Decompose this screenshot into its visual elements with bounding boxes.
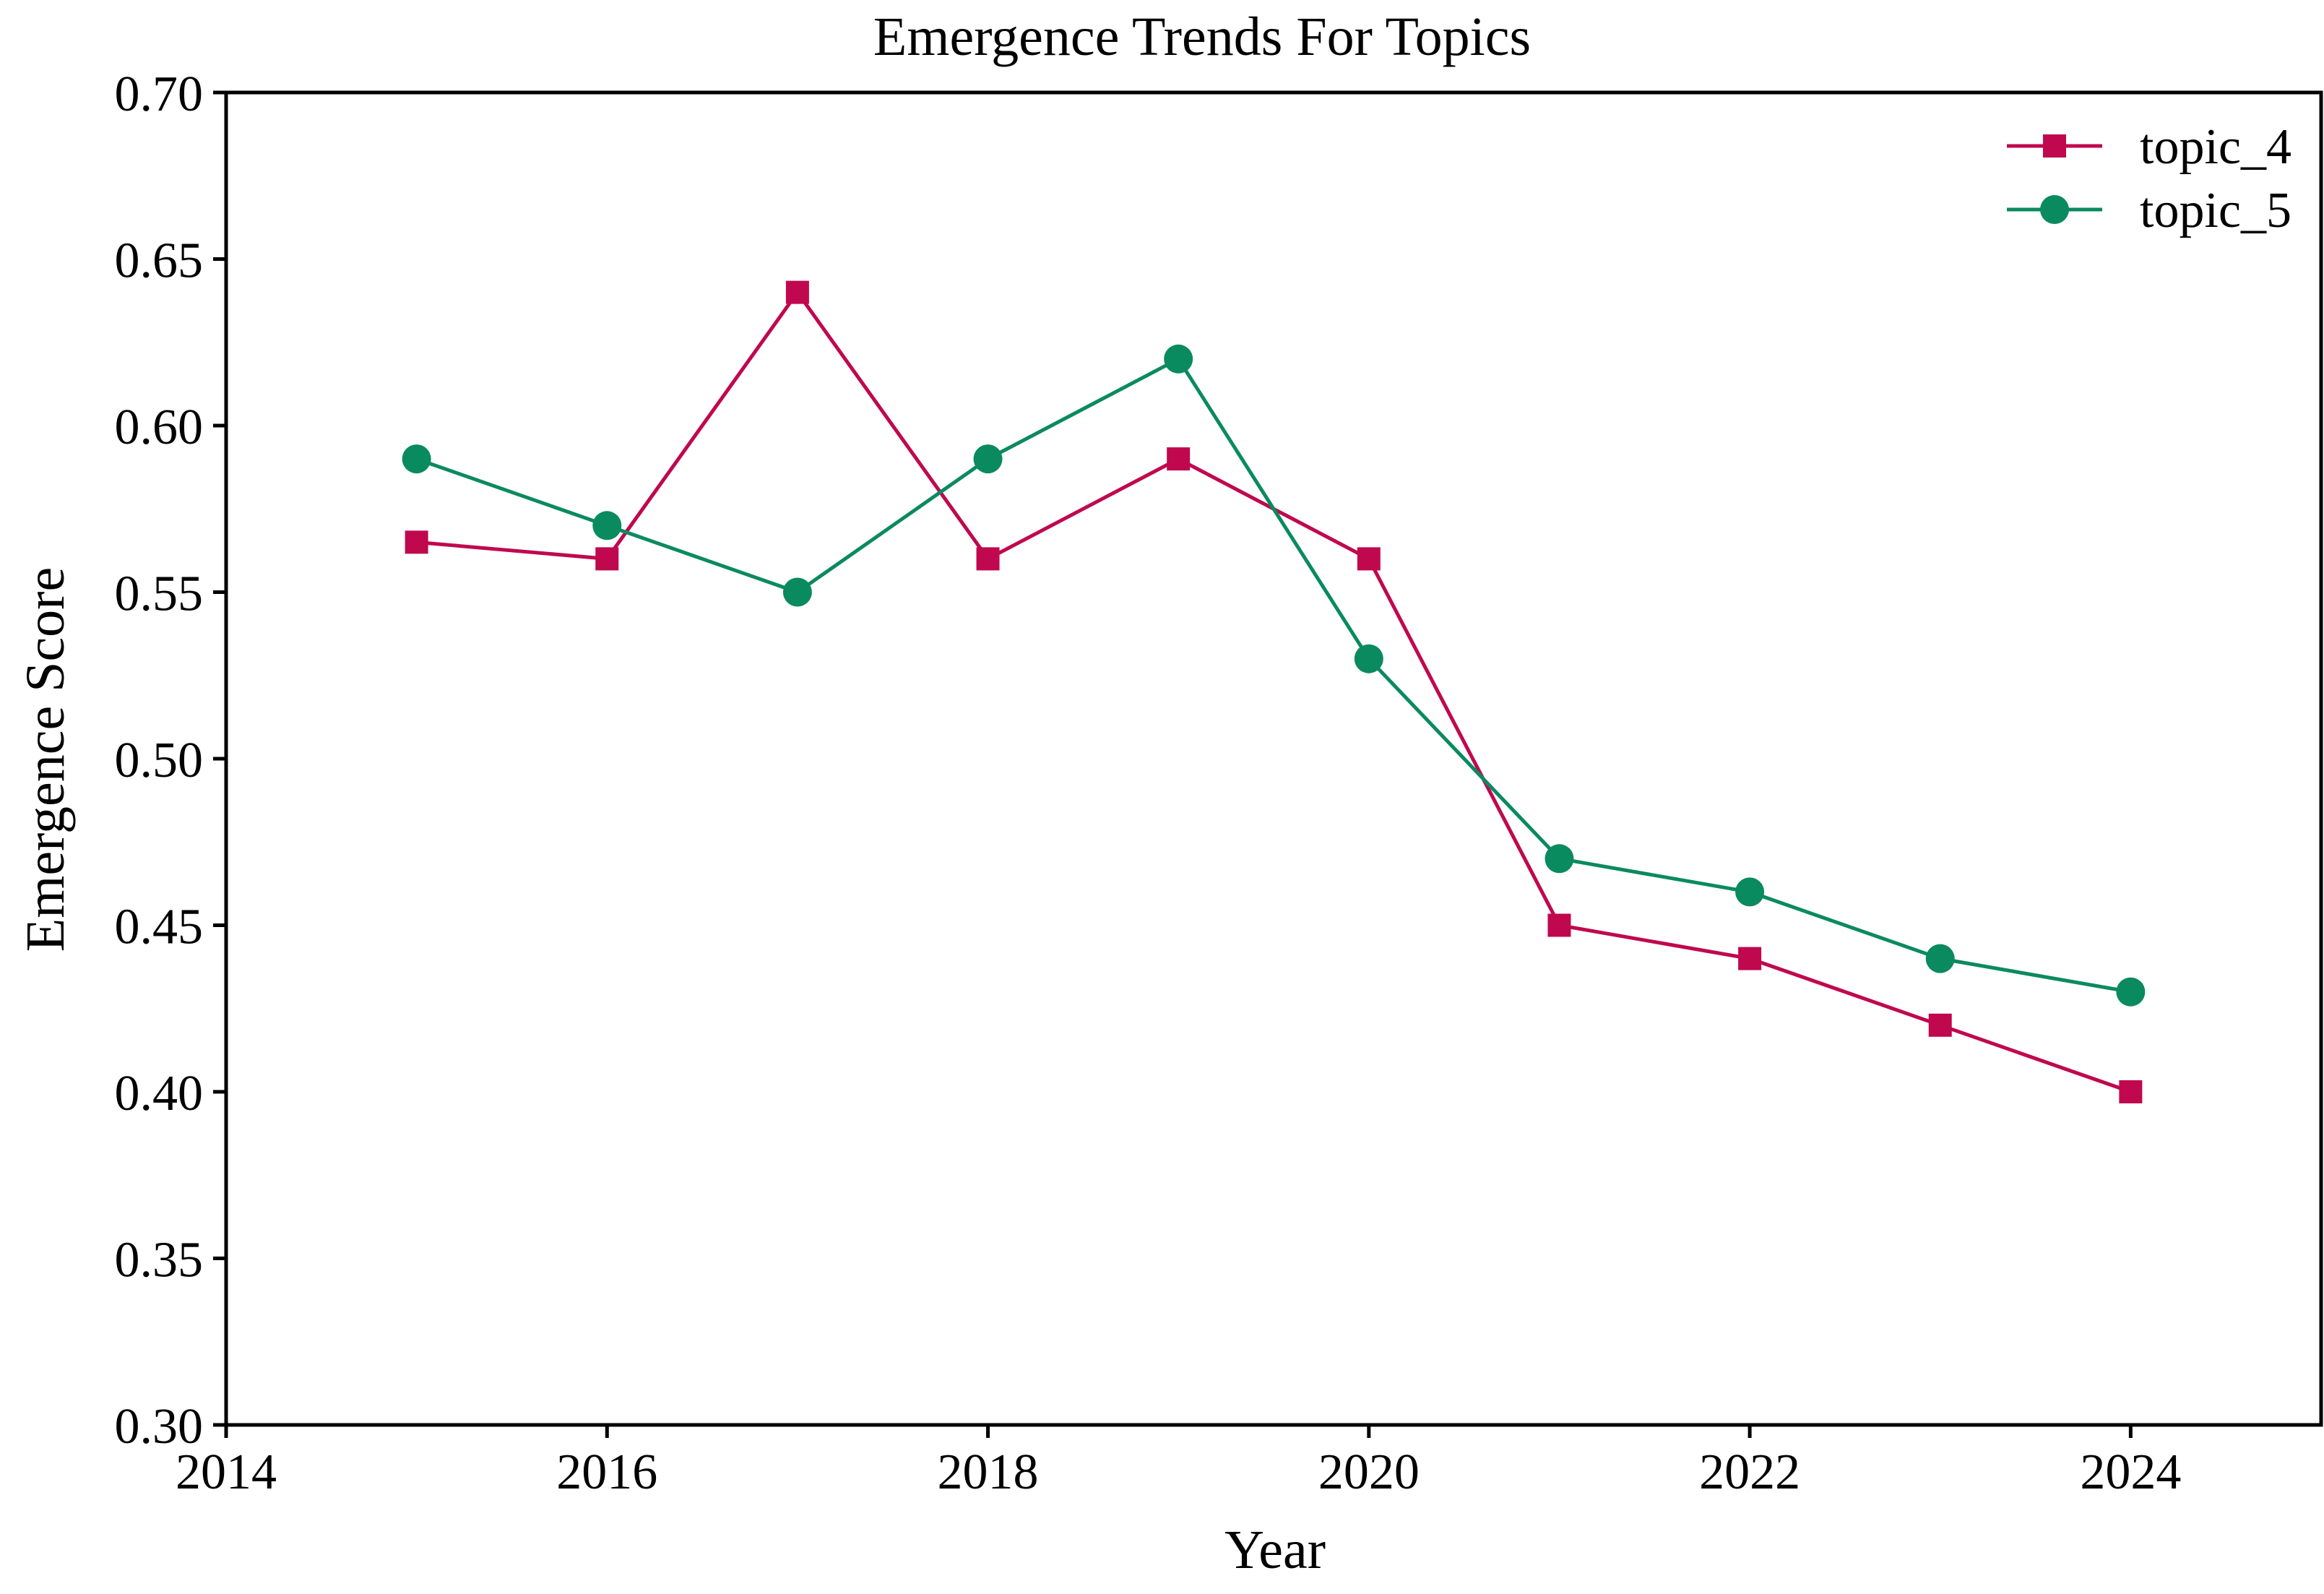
data-series: [402, 280, 2146, 1103]
series-topic_5: [402, 344, 2146, 1007]
legend-item: topic_4: [2007, 119, 2291, 175]
axis-ticks: 0.30 0.35 0.40 0.45 0.50 0.55 0.60 0.65 0.70 2014…: [115, 66, 2182, 1500]
y-tick-label: 0.40: [115, 1066, 204, 1121]
data-point: [1547, 913, 1571, 937]
data-point: [1164, 344, 1193, 374]
x-tick-label: 2024: [2080, 1444, 2181, 1500]
x-tick-label: 2016: [556, 1444, 657, 1500]
x-tick-label: 2018: [938, 1444, 1039, 1500]
legend-label: topic_4: [2140, 119, 2291, 175]
data-point: [595, 547, 619, 571]
chart-title: Emergence Trends For Topics: [873, 7, 1531, 67]
data-point: [782, 577, 812, 607]
y-tick-label: 0.50: [115, 733, 204, 788]
y-tick-label: 0.45: [115, 900, 204, 955]
data-point: [1545, 844, 1574, 874]
data-point: [1354, 644, 1383, 673]
y-tick-label: 0.30: [115, 1399, 204, 1455]
legend-label: topic_5: [2140, 183, 2291, 238]
data-point: [1928, 1013, 1952, 1037]
data-point: [785, 280, 809, 304]
legend-marker: [2040, 195, 2069, 224]
axes: [224, 90, 2323, 1427]
data-point: [1167, 447, 1191, 471]
series-topic_4: [405, 280, 2143, 1103]
series-line: [415, 357, 2131, 994]
data-point: [2116, 977, 2146, 1007]
data-point: [976, 547, 1000, 571]
y-tick-label: 0.35: [115, 1233, 204, 1288]
x-tick-label: 2020: [1318, 1444, 1420, 1500]
data-point: [1925, 944, 1955, 973]
y-tick-label: 0.60: [115, 400, 204, 455]
data-point: [1357, 547, 1381, 571]
y-tick-label: 0.55: [115, 566, 204, 622]
y-tick-label: 0.65: [115, 233, 204, 289]
x-tick-label: 2022: [1699, 1444, 1800, 1500]
data-point: [592, 511, 622, 540]
y-tick-label: 0.70: [115, 66, 204, 122]
data-point: [405, 530, 428, 554]
data-point: [1738, 947, 1762, 970]
data-point: [402, 444, 431, 474]
x-tick-label: 2014: [176, 1444, 277, 1500]
data-point: [973, 444, 1003, 474]
legend-item: topic_5: [2007, 183, 2291, 238]
data-point: [1735, 877, 1765, 907]
legend-marker: [2043, 134, 2066, 158]
y-axis-label: Emergence Score: [15, 567, 76, 952]
series-line: [416, 290, 2132, 1094]
plot-frame: [224, 90, 2323, 1427]
data-point: [2119, 1080, 2143, 1103]
legend: topic_4 topic_5: [2007, 119, 2291, 238]
x-axis-label: Year: [1224, 1520, 1326, 1580]
